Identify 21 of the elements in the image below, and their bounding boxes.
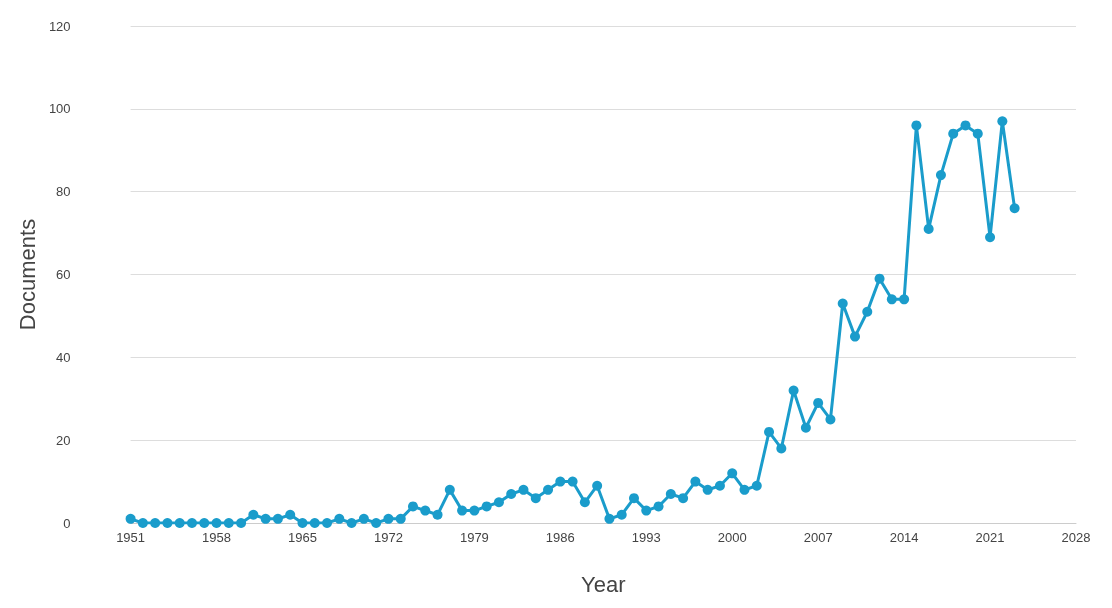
x-tick-label: 2014 (889, 530, 919, 545)
x-tick-label: 1993 (631, 530, 661, 545)
y-tick-label: 100 (48, 101, 71, 117)
x-tick-label: 1958 (202, 530, 231, 545)
x-tick-label: 2028 (1061, 530, 1091, 545)
y-tick-label: 80 (56, 184, 71, 200)
y-tick-label: 0 (63, 515, 71, 531)
y-tick-label: 40 (56, 349, 71, 365)
x-tick-label: 1951 (116, 530, 146, 545)
x-tick-label: 1972 (373, 530, 403, 545)
x-tick-label: 1986 (545, 530, 575, 545)
x-tick-label: 1979 (459, 530, 489, 545)
x-tick-label: 1965 (288, 530, 317, 545)
y-tick-label: 120 (48, 18, 71, 34)
y-tick-label: 20 (56, 432, 71, 448)
y-axis-title: Documents (14, 218, 40, 331)
y-tick-label: 60 (56, 267, 71, 282)
x-axis-title: Year (581, 571, 626, 597)
x-tick-label: 2021 (975, 530, 1005, 545)
x-tick-label: 2007 (803, 530, 833, 545)
x-tick-label: 2000 (717, 530, 747, 545)
